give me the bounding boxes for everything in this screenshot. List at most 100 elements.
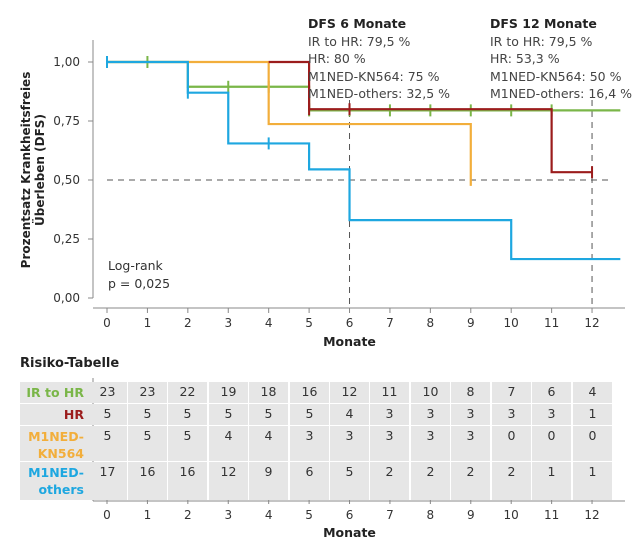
risk-cell: 5: [168, 404, 207, 425]
risk-cell: 3: [411, 426, 450, 461]
x-tick-label: 0: [103, 316, 111, 330]
risk-cell: 2: [411, 462, 450, 500]
dfs-6-annotation: DFS 6 Monate IR to HR: 79,5 % HR: 80 % M…: [308, 15, 450, 103]
risk-cell: 2: [370, 462, 409, 500]
risk-cell: 3: [451, 404, 490, 425]
risk-cell: 5: [209, 404, 248, 425]
risk-x-tick-label: 6: [346, 508, 354, 522]
risk-cell: 23: [88, 382, 127, 403]
risk-cell: 12: [330, 382, 369, 403]
risk-x-axis-title: Monate: [323, 525, 376, 540]
risk-row-label: IR to HR: [20, 382, 92, 403]
risk-cell: 0: [492, 426, 531, 461]
y-tick-label: 0,50: [53, 173, 80, 187]
risk-x-tick-label: 12: [584, 508, 599, 522]
risk-cell: 2: [451, 462, 490, 500]
risk-cell: 10: [411, 382, 450, 403]
risk-cell: 3: [370, 426, 409, 461]
y-tick-label: 0,25: [53, 232, 80, 246]
risk-cell: 22: [168, 382, 207, 403]
x-tick-label: 12: [584, 316, 599, 330]
risk-cell: 5: [168, 426, 207, 461]
risk-cell: 17: [88, 462, 127, 500]
risk-cell: 16: [128, 462, 167, 500]
risk-row-label: HR: [20, 404, 92, 425]
risk-x-tick-label: 11: [544, 508, 559, 522]
risk-x-tick-label: 4: [265, 508, 273, 522]
risk-cell: 5: [249, 404, 288, 425]
x-tick-label: 3: [224, 316, 232, 330]
logrank-label: Log-rank: [108, 258, 163, 273]
x-tick-label: 1: [144, 316, 152, 330]
risk-cell: 5: [128, 426, 167, 461]
risk-cell: 6: [532, 382, 571, 403]
risk-cell: 9: [249, 462, 288, 500]
risk-cell: 4: [249, 426, 288, 461]
risk-cell: 3: [330, 426, 369, 461]
risk-cell: 16: [290, 382, 329, 403]
risk-cell: 1: [532, 462, 571, 500]
risk-cell: 23: [128, 382, 167, 403]
x-tick-label: 9: [467, 316, 475, 330]
km-curve-m1ned-kn564: [107, 60, 472, 186]
dfs-12-line: IR to HR: 79,5 %: [490, 33, 593, 49]
dfs-6-line: M1NED-others: 32,5 %: [308, 86, 451, 101]
x-tick-label: 7: [386, 316, 394, 330]
risk-x-tick-label: 2: [184, 508, 192, 522]
risk-cell: 16: [168, 462, 207, 500]
risk-cell: 3: [451, 426, 490, 461]
risk-cell: 4: [209, 426, 248, 461]
risk-cell: 5: [88, 426, 127, 461]
risk-cell: 6: [290, 462, 329, 500]
risk-cell: 4: [330, 404, 369, 425]
dfs-12-annotation: DFS 12 Monate IR to HR: 79,5 % HR: 53,3 …: [490, 15, 632, 103]
x-tick-label: 5: [305, 316, 313, 330]
risk-cell: 18: [249, 382, 288, 403]
dfs-12-line: HR: 53,3 %: [490, 51, 560, 66]
risk-cell: 1: [573, 462, 612, 500]
risk-cell: 0: [532, 426, 571, 461]
risk-x-tick-label: 8: [427, 508, 435, 522]
dfs-6-title: DFS 6 Monate: [308, 16, 407, 31]
x-tick-label: 4: [265, 316, 273, 330]
km-curve-hr: [268, 60, 593, 174]
risk-row-label: M1NED- KN564: [20, 426, 92, 461]
risk-cell: 1: [573, 404, 612, 425]
risk-cell: 3: [411, 404, 450, 425]
risk-x-tick-label: 9: [467, 508, 475, 522]
risk-table-title: Risiko-Tabelle: [20, 356, 120, 371]
risk-cell: 0: [573, 426, 612, 461]
risk-x-tick-label: 3: [224, 508, 232, 522]
risk-x-tick-label: 0: [103, 508, 111, 522]
risk-cell: 3: [492, 404, 531, 425]
risk-x-tick-label: 7: [386, 508, 394, 522]
x-tick-label: 11: [544, 316, 559, 330]
risk-row-label: M1NED- others: [20, 462, 92, 500]
risk-cell: 4: [573, 382, 612, 403]
risk-cell: 3: [532, 404, 571, 425]
risk-x-tick-label: 10: [504, 508, 519, 522]
logrank-annotation: Log-rank p = 0,025: [108, 257, 170, 293]
risk-cell: 19: [209, 382, 248, 403]
y-axis-title: Prozentsatz KrankheitsfreiesÜberleben (D…: [19, 72, 47, 269]
risk-cell: 11: [370, 382, 409, 403]
x-tick-label: 2: [184, 316, 192, 330]
risk-x-tick-label: 1: [144, 508, 152, 522]
dfs-12-line: M1NED-others: 16,4 %: [490, 86, 633, 101]
x-tick-label: 6: [346, 316, 354, 330]
dfs-6-line: M1NED-KN564: 75 %: [308, 68, 440, 84]
dfs-6-line: HR: 80 %: [308, 51, 366, 66]
x-axis-title: Monate: [323, 334, 376, 349]
risk-cell: 5: [128, 404, 167, 425]
risk-cell: 3: [290, 426, 329, 461]
risk-cell: 5: [88, 404, 127, 425]
risk-cell: 5: [330, 462, 369, 500]
risk-cell: 8: [451, 382, 490, 403]
logrank-p: p = 0,025: [108, 276, 171, 291]
y-tick-label: 0,00: [53, 291, 80, 305]
y-tick-label: 0,75: [53, 114, 80, 128]
dfs-12-line: M1NED-KN564: 50 %: [490, 68, 622, 84]
dfs-12-title: DFS 12 Monate: [490, 16, 597, 31]
